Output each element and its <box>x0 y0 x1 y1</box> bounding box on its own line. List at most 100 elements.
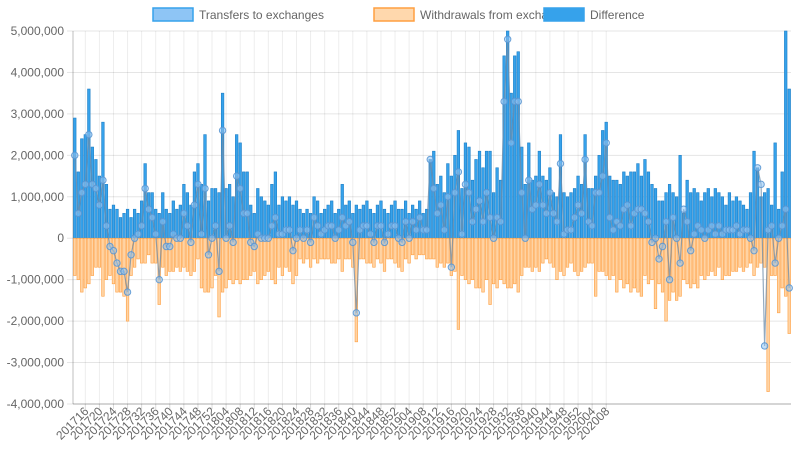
transfers-bar <box>594 175 598 239</box>
difference-point <box>113 259 121 267</box>
transfers-bar <box>245 171 249 239</box>
difference-point <box>655 255 663 263</box>
difference-point <box>616 222 624 230</box>
difference-point <box>574 201 582 209</box>
withdrawals-bar <box>382 237 387 272</box>
y-tick-label: 4,000,000 <box>11 65 65 79</box>
difference-point <box>606 213 614 222</box>
transfers-bar <box>689 192 693 239</box>
difference-point <box>553 217 561 226</box>
withdrawals-bar <box>460 237 464 276</box>
difference-point <box>433 209 441 218</box>
difference-point <box>229 238 237 247</box>
transfers-bar <box>393 200 397 239</box>
withdrawals-bar <box>499 237 503 280</box>
transfers-bar <box>449 175 453 239</box>
withdrawals-bar <box>706 237 710 276</box>
withdrawals-bar <box>608 237 612 280</box>
withdrawals-bar <box>164 237 168 276</box>
transfers-bar <box>678 155 682 239</box>
difference-point <box>472 205 480 213</box>
difference-point <box>398 238 406 247</box>
withdrawals-bar <box>565 237 570 268</box>
withdrawals-bar <box>94 237 98 268</box>
withdrawals-bar <box>481 237 485 293</box>
legend-label: Withdrawals from exchanges <box>420 8 574 22</box>
difference-point <box>194 180 202 189</box>
y-tick-label: 2,000,000 <box>11 148 65 162</box>
withdrawals-bar <box>587 237 591 264</box>
transfers-bar <box>516 51 520 239</box>
difference-point <box>363 222 371 230</box>
difference-series <box>71 35 793 350</box>
difference-line <box>74 39 790 346</box>
withdrawals-bar <box>192 237 197 272</box>
difference-point <box>539 201 547 209</box>
transfers-bar <box>787 88 791 239</box>
difference-point <box>134 230 142 238</box>
withdrawals-bar <box>495 237 499 289</box>
difference-point <box>577 209 586 218</box>
withdrawals-bar <box>407 237 411 264</box>
difference-point <box>570 213 579 222</box>
withdrawals-bar <box>453 237 457 272</box>
difference-point <box>102 222 111 230</box>
withdrawals-bar <box>178 237 182 272</box>
withdrawals-bar <box>643 237 647 276</box>
difference-point <box>454 168 463 176</box>
withdrawals-bar <box>266 237 270 272</box>
transfers-bar <box>129 217 133 239</box>
difference-point <box>679 205 688 213</box>
difference-point <box>669 213 677 222</box>
difference-point <box>152 230 160 238</box>
withdrawals-bar <box>168 237 172 272</box>
difference-point <box>159 217 167 226</box>
y-tick-label: -1,000,000 <box>7 273 65 287</box>
withdrawals-bar <box>143 237 147 264</box>
difference-point <box>753 164 762 172</box>
difference-point <box>384 230 392 238</box>
difference-point <box>588 222 596 230</box>
withdrawals-bar <box>182 237 186 268</box>
withdrawals-bar <box>604 237 608 276</box>
withdrawals-bar <box>780 237 784 289</box>
withdrawals-bar <box>217 237 221 318</box>
difference-point <box>264 234 273 242</box>
withdrawals-bar <box>446 237 450 264</box>
difference-point <box>313 222 322 230</box>
difference-point <box>532 201 540 209</box>
withdrawals-bar <box>534 237 538 268</box>
difference-point <box>430 184 438 193</box>
difference-point <box>715 222 723 230</box>
withdrawals-bar <box>632 237 636 289</box>
withdrawals-bar <box>671 237 675 293</box>
transfers-bar <box>477 150 482 239</box>
difference-point <box>180 209 188 218</box>
difference-point <box>447 263 456 271</box>
difference-point <box>743 226 751 234</box>
difference-point <box>289 246 297 255</box>
difference-point <box>415 213 424 222</box>
withdrawals-bar <box>90 237 94 276</box>
withdrawals-bar <box>372 237 376 268</box>
withdrawals-bar <box>594 237 598 297</box>
y-tick-label: 1,000,000 <box>11 190 65 204</box>
difference-point <box>144 205 153 213</box>
transfers-bar <box>90 146 94 239</box>
difference-point <box>412 226 420 234</box>
withdrawals-bar <box>629 237 633 293</box>
difference-point <box>549 209 558 218</box>
difference-point <box>81 180 90 189</box>
difference-point <box>243 209 251 218</box>
difference-point <box>391 222 399 230</box>
difference-point <box>708 222 716 230</box>
withdrawals-bar <box>147 237 151 256</box>
y-tick-label: 0 <box>57 231 64 245</box>
difference-point <box>771 259 779 267</box>
withdrawals-bar <box>150 237 154 264</box>
transfers-bar <box>636 163 640 239</box>
withdrawals-bar <box>122 237 126 297</box>
withdrawals-bar <box>615 237 619 293</box>
withdrawals-bar <box>316 237 320 264</box>
